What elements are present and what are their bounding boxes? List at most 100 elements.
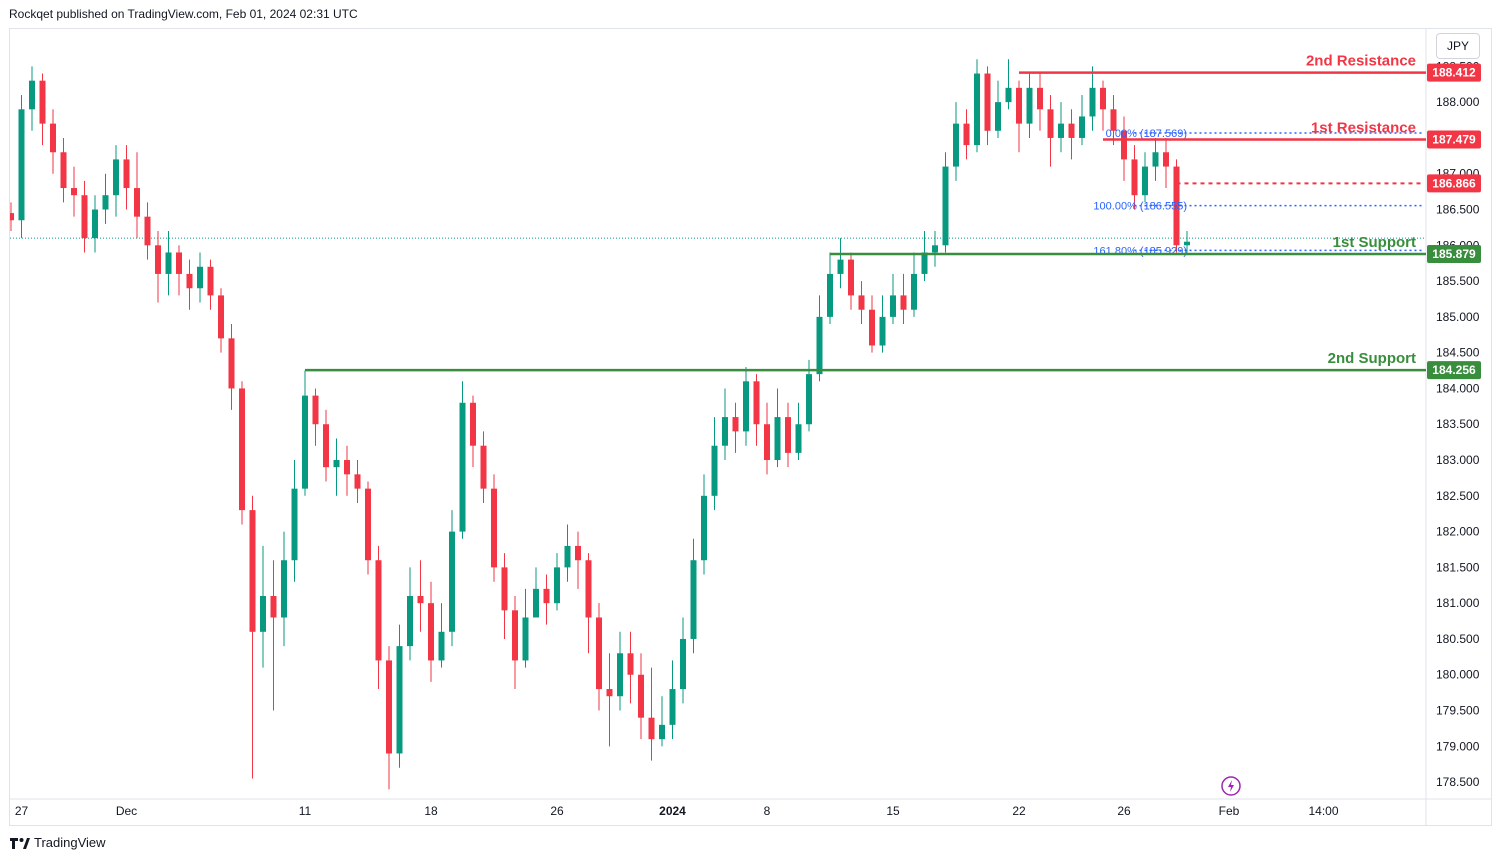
candle-body: [963, 123, 970, 146]
candle-body: [50, 123, 56, 153]
candle-body: [575, 545, 581, 561]
candle-body: [312, 395, 319, 425]
candle-body: [900, 295, 907, 310]
candle-body: [1037, 87, 1043, 110]
candle-body: [239, 388, 245, 511]
candle-body: [18, 109, 25, 221]
candle-body: [1100, 87, 1106, 110]
candle-body: [911, 273, 917, 310]
y-tick-label: 183.000: [1436, 453, 1480, 467]
candle-body: [680, 638, 686, 690]
currency-selector[interactable]: JPY: [1436, 33, 1480, 59]
candle-body: [827, 273, 833, 317]
candle-body: [785, 417, 791, 453]
candle-body: [1142, 166, 1148, 196]
candle-body: [1079, 116, 1085, 138]
candle-body: [848, 259, 854, 296]
y-tick-label: 185.500: [1436, 274, 1480, 288]
y-tick-label: 188.000: [1436, 95, 1480, 109]
candle-body: [879, 316, 886, 346]
candle-body: [302, 395, 308, 489]
price-chart[interactable]: 178.500 179.000 179.500 180.000 180.500 181.0…: [10, 29, 1491, 825]
x-tick-label: 26: [550, 804, 564, 818]
candle-body: [774, 417, 781, 461]
candle-body: [932, 245, 938, 253]
price-tag: [1427, 174, 1481, 193]
candle-body: [365, 488, 371, 561]
candle-body: [869, 309, 875, 346]
candle-body: [249, 510, 256, 632]
price-tag: [1427, 130, 1481, 149]
candle-body: [627, 653, 634, 675]
chart-frame[interactable]: 178.500 179.000 179.500 180.000 180.500 181.0…: [9, 28, 1492, 826]
x-tick-label: 8: [764, 804, 771, 818]
candle-body: [953, 123, 959, 167]
candle-body: [396, 646, 403, 754]
candle-body: [165, 252, 172, 274]
candle-body: [690, 560, 697, 639]
candle-body: [407, 596, 413, 647]
tradingview-footer[interactable]: TradingView: [10, 835, 106, 850]
x-tick-label: 27: [15, 804, 29, 818]
level-name: 2nd Support: [1328, 350, 1416, 367]
candle-body: [837, 259, 844, 274]
price-tag: [1427, 361, 1481, 380]
candle-body: [438, 631, 445, 661]
x-tick-label: 26: [1117, 804, 1131, 818]
y-tick-label: 186.500: [1436, 203, 1480, 217]
candle-body: [428, 603, 434, 661]
y-tick-label: 185.000: [1436, 310, 1480, 324]
candle-body: [417, 596, 424, 604]
candle-body: [701, 495, 707, 561]
y-tick-label: 181.000: [1436, 596, 1480, 610]
candle-body: [995, 102, 1001, 131]
y-tick-label: 180.000: [1436, 668, 1480, 682]
y-tick-label: 183.500: [1436, 417, 1480, 431]
flash-icon-glyph: [1228, 780, 1234, 792]
candle-body: [480, 445, 487, 489]
x-tick-label: 11: [299, 804, 312, 818]
candle-body: [1068, 123, 1075, 138]
candle-body: [606, 689, 613, 697]
level-name: 2nd Resistance: [1306, 53, 1416, 70]
brand-label: TradingView: [34, 835, 106, 850]
price-tag-label: 186.866: [1432, 176, 1476, 190]
candle-body: [512, 610, 518, 661]
candle-body: [113, 159, 119, 196]
candle-body: [123, 159, 130, 189]
publish-header: Rockqet published on TradingView.com, Fe…: [9, 7, 358, 21]
candle-body: [39, 80, 46, 124]
x-tick-label: Feb: [1219, 804, 1240, 818]
candle-body: [564, 545, 571, 568]
x-tick-label: 22: [1012, 804, 1026, 818]
candle-body: [281, 560, 287, 618]
candle-body: [186, 273, 193, 289]
candle-body: [543, 588, 550, 604]
candle-body: [491, 488, 497, 568]
y-tick-label: 179.000: [1436, 739, 1480, 753]
candle-body: [1131, 159, 1138, 196]
y-tick-label: 184.500: [1436, 346, 1480, 360]
candle-body: [1005, 87, 1012, 103]
candle-body: [1089, 87, 1096, 117]
candle-body: [470, 402, 476, 446]
candle-body: [1047, 109, 1054, 138]
candle-body: [942, 166, 949, 246]
x-tick-label: 14:00: [1308, 804, 1338, 818]
x-tick-label: Dec: [116, 804, 137, 818]
candle-body: [764, 424, 770, 461]
candle-body: [449, 531, 455, 632]
candle-body: [795, 424, 802, 453]
candle-body: [617, 653, 623, 697]
candle-body: [596, 617, 602, 690]
price-tag-label: 187.479: [1432, 132, 1476, 146]
x-tick-label: 2024: [659, 804, 686, 818]
candle-body: [522, 617, 529, 661]
candle-body: [102, 195, 109, 210]
candle-body: [648, 717, 655, 740]
candle-body: [228, 338, 235, 389]
candle-body: [1163, 152, 1169, 167]
candle-body: [176, 252, 182, 274]
flash-icon: [1221, 776, 1241, 796]
candle-body: [659, 724, 665, 740]
